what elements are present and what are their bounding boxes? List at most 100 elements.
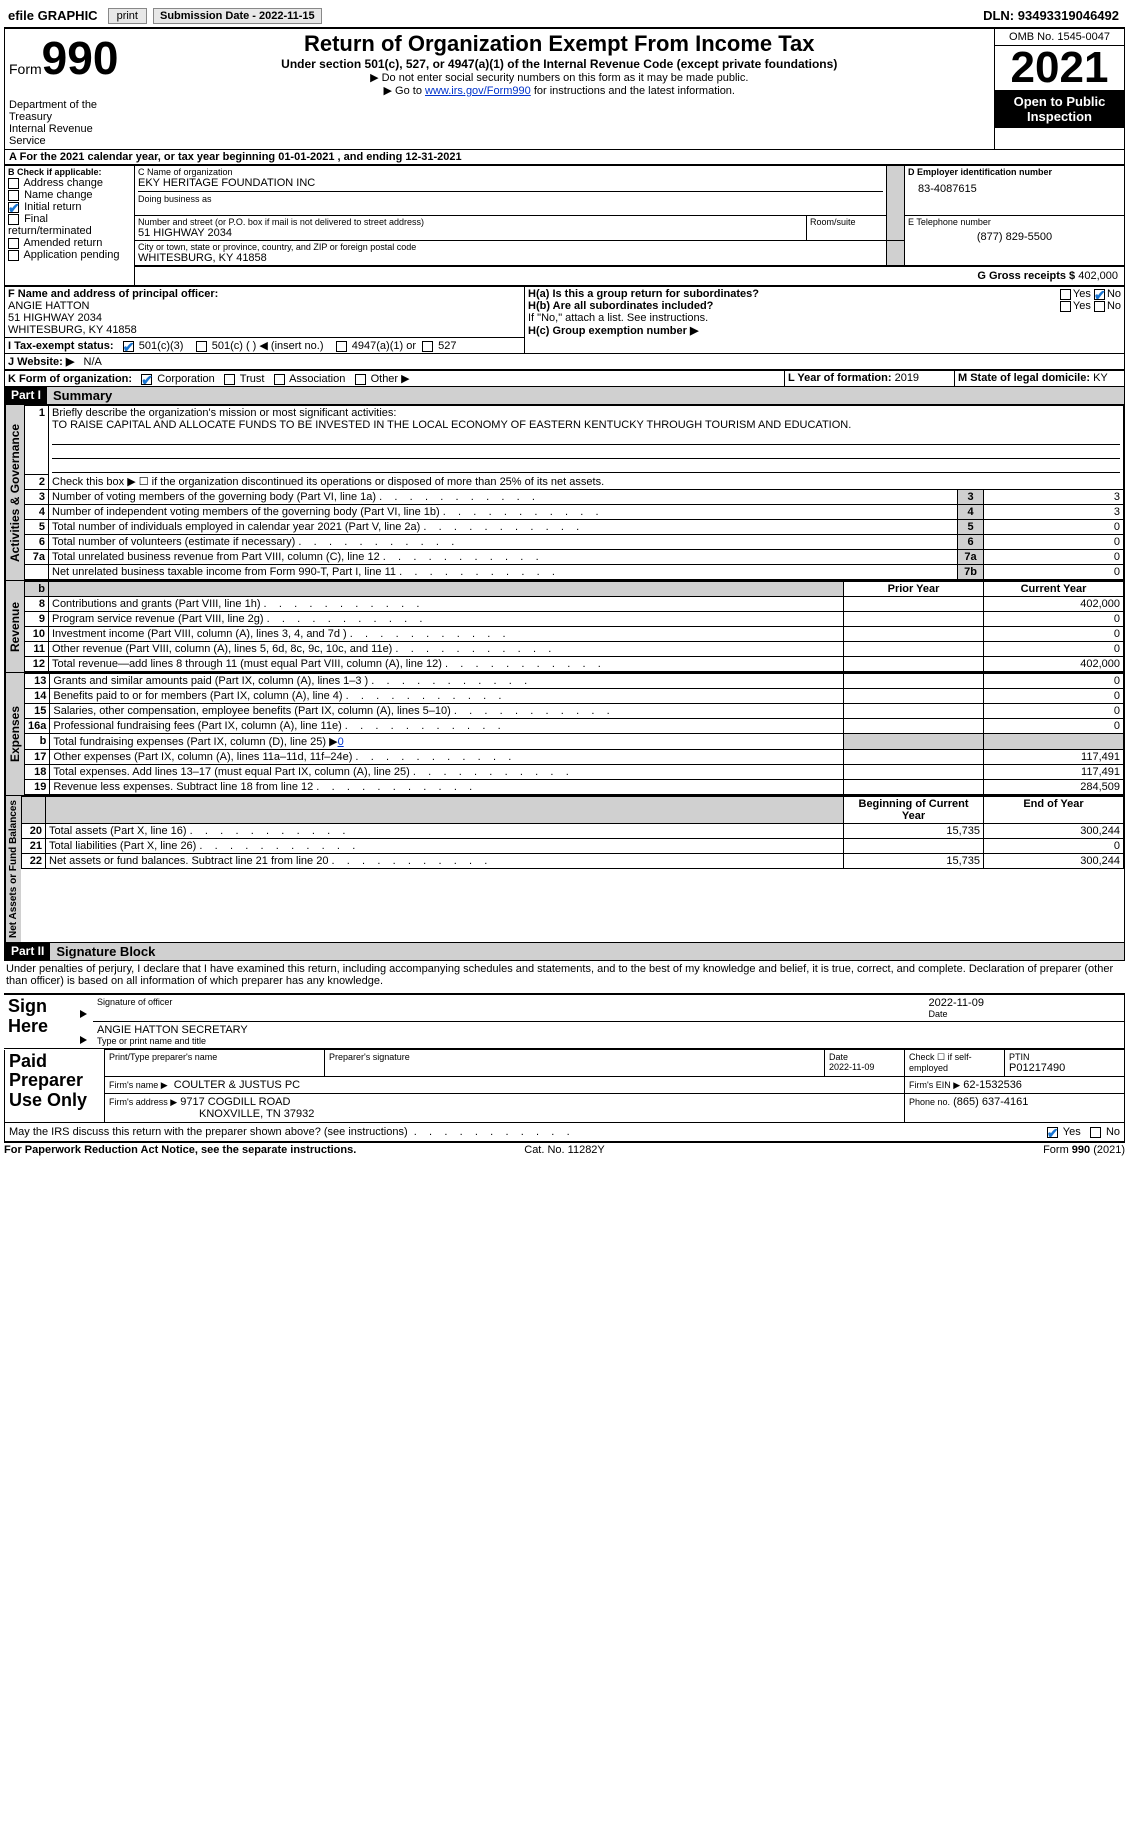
discuss-no-checkbox[interactable] (1090, 1127, 1101, 1138)
prep-name-label: Print/Type preparer's name (109, 1052, 320, 1062)
fundraising-link[interactable]: 0 (338, 736, 344, 748)
box-m-label: M State of legal domicile: (958, 372, 1090, 384)
paid-preparer-label: Paid Preparer Use Only (9, 1052, 100, 1111)
hb-no-checkbox[interactable] (1094, 301, 1105, 312)
arrow-icon (80, 1010, 87, 1018)
k-trust-checkbox[interactable] (224, 374, 235, 385)
form-word: Form (9, 61, 42, 77)
l1-label: Briefly describe the organization's miss… (52, 407, 396, 419)
k-opt3: Other ▶ (371, 373, 410, 385)
discuss-yes: Yes (1063, 1126, 1081, 1138)
boxb-checkbox[interactable] (8, 178, 19, 189)
city-value: WHITESBURG, KY 41858 (138, 252, 883, 264)
gross-receipts: 402,000 (1078, 270, 1118, 282)
firm-name: COULTER & JUSTUS PC (174, 1079, 300, 1091)
part-i-bar: Part I (5, 387, 47, 404)
discuss-no: No (1106, 1126, 1120, 1138)
i-4947-checkbox[interactable] (336, 341, 347, 352)
check-self-employed: Check ☐ if self-employed (909, 1052, 1000, 1073)
firm-addr1: 9717 COGDILL ROAD (180, 1096, 290, 1108)
firm-ein-label: Firm's EIN ▶ (909, 1080, 960, 1090)
l2-text: Check this box ▶ ☐ if the organization d… (49, 474, 1124, 490)
note2-pre: ▶ Go to (384, 85, 425, 97)
i-opt3: 4947(a)(1) or (352, 340, 416, 352)
k-opt1: Trust (240, 373, 265, 385)
officer-group-block: F Name and address of principal officer:… (4, 286, 1125, 370)
ha-yes-checkbox[interactable] (1060, 289, 1071, 300)
hc-label: H(c) Group exemption number ▶ (528, 325, 698, 337)
org-name: EKY HERITAGE FOUNDATION INC (138, 177, 883, 189)
open-public-badge: Open to Public Inspection (995, 90, 1124, 128)
current-year-header: Current Year (984, 582, 1124, 597)
ha-no-checkbox[interactable] (1094, 289, 1105, 300)
boxb-checkbox[interactable] (8, 202, 19, 213)
phone-value: (877) 829-5500 (908, 227, 1121, 247)
l1-text: TO RAISE CAPITAL AND ALLOCATE FUNDS TO B… (52, 419, 851, 431)
street-label: Number and street (or P.O. box if mail i… (138, 217, 803, 227)
section-a-taxyear: A For the 2021 calendar year, or tax yea… (4, 150, 1125, 165)
boxb-item: Application pending (23, 249, 119, 261)
k-corp-checkbox[interactable] (141, 374, 152, 385)
form-rev: Form 990 (2021) (1043, 1144, 1125, 1156)
officer-name: ANGIE HATTON (8, 300, 521, 312)
i-opt2: 501(c) ( ) ◀ (insert no.) (212, 340, 324, 352)
ha-yes: Yes (1073, 288, 1091, 300)
ein-value: 83-4087615 (908, 177, 1121, 197)
type-name-label: Type or print name and title (97, 1036, 1120, 1046)
officer-addr2: WHITESBURG, KY 41858 (8, 324, 521, 336)
i-527-checkbox[interactable] (422, 341, 433, 352)
form-header: Form990 Department of the Treasury Inter… (4, 28, 1125, 150)
eoy-header: End of Year (984, 797, 1124, 824)
k-assoc-checkbox[interactable] (274, 374, 285, 385)
discuss-yes-checkbox[interactable] (1047, 1127, 1058, 1138)
prep-sig-label: Preparer's signature (329, 1052, 820, 1062)
boxb-item: Address change (23, 177, 103, 189)
dba-value (138, 204, 883, 214)
box-d-label: D Employer identification number (908, 167, 1121, 177)
firm-name-label: Firm's name ▶ (109, 1080, 168, 1090)
top-bar: efile GRAPHIC print Submission Date - 20… (4, 4, 1125, 28)
boxb-checkbox[interactable] (8, 214, 19, 225)
dba-label: Doing business as (138, 194, 883, 204)
year-formation: 2019 (895, 372, 919, 384)
boxb-item: Final return/terminated (8, 213, 92, 237)
i-opt1: 501(c)(3) (139, 340, 184, 352)
tax-year: 2021 (995, 46, 1124, 90)
irs-link[interactable]: www.irs.gov/Form990 (425, 85, 531, 97)
box-j-label: J Website: ▶ (8, 356, 74, 368)
efile-label: efile GRAPHIC (4, 6, 102, 25)
i-501c3-checkbox[interactable] (123, 341, 134, 352)
print-button[interactable]: print (108, 8, 147, 24)
k-other-checkbox[interactable] (355, 374, 366, 385)
hb-no: No (1107, 300, 1121, 312)
form-note-2: ▶ Go to www.irs.gov/Form990 for instruct… (129, 84, 991, 97)
k-opt0: Corporation (157, 373, 214, 385)
revenue-table: b Prior Year Current Year 8Contributions… (24, 581, 1124, 672)
dln-label: DLN: 93493319046492 (983, 8, 1125, 23)
expenses-table: 13Grants and similar amounts paid (Part … (24, 673, 1124, 795)
firm-addr-label: Firm's address ▶ (109, 1097, 177, 1107)
form-title: Return of Organization Exempt From Incom… (129, 31, 991, 57)
box-g-label: G Gross receipts $ (977, 270, 1075, 282)
arrow-icon (80, 1036, 87, 1044)
prep-date-label: Date (829, 1052, 848, 1062)
perjury-declaration: Under penalties of perjury, I declare th… (4, 961, 1125, 993)
sig-date-label: Date (929, 1009, 1121, 1019)
i-501c-checkbox[interactable] (196, 341, 207, 352)
boxb-checkbox[interactable] (8, 238, 19, 249)
boxb-checkbox[interactable] (8, 250, 19, 261)
box-b-label: B Check if applicable: (8, 167, 131, 177)
pra-notice: For Paperwork Reduction Act Notice, see … (4, 1144, 356, 1156)
box-e-label: E Telephone number (908, 217, 1121, 227)
hb-yes-checkbox[interactable] (1060, 301, 1071, 312)
form-note-1: ▶ Do not enter social security numbers o… (129, 71, 991, 84)
hb-label: H(b) Are all subordinates included? (528, 300, 713, 312)
officer-typed-name: ANGIE HATTON SECRETARY (97, 1024, 1120, 1036)
submission-date-box: Submission Date - 2022-11-15 (153, 8, 322, 24)
firm-phone-label: Phone no. (909, 1097, 950, 1107)
sign-here-label: Sign Here (8, 997, 70, 1037)
ptin-value: P01217490 (1009, 1062, 1120, 1074)
i-opt4: 527 (438, 340, 456, 352)
boxb-item: Initial return (24, 201, 81, 213)
part-ii-bar: Part II (5, 943, 50, 960)
